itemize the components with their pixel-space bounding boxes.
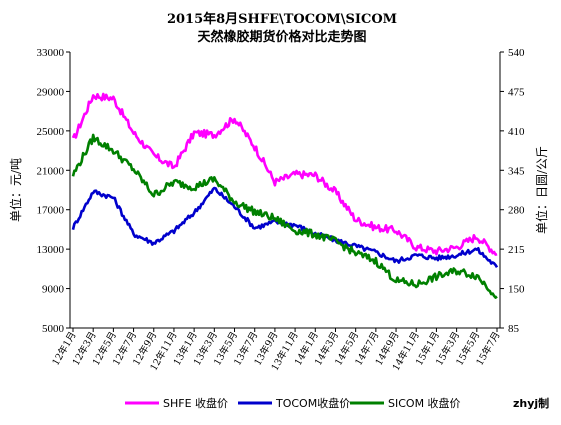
legend-label: SICOM 收盘价 <box>388 396 461 410</box>
left-tick-label: 25000 <box>37 126 65 138</box>
right-tick-label: 85 <box>508 323 520 335</box>
series-line-2 <box>71 133 498 299</box>
right-tick-label: 345 <box>508 165 525 177</box>
left-tick-label: 29000 <box>37 86 65 98</box>
left-tick-label: 5000 <box>42 323 65 335</box>
left-tick-label: 17000 <box>37 205 65 217</box>
left-tick-label: 33000 <box>37 47 65 59</box>
right-tick-label: 540 <box>508 47 525 59</box>
legend: SHFE 收盘价 TOCOM收盘价 SICOM 收盘价 <box>125 396 461 410</box>
right-tick-label: 150 <box>508 284 525 296</box>
left-axis: 5000 9000 13000 17000 21000 25000 29000 33000 <box>37 47 70 335</box>
right-tick-label: 280 <box>508 205 525 217</box>
series-layer <box>71 92 499 299</box>
source-note: zhyj制 <box>513 396 549 410</box>
right-tick-label: 410 <box>508 126 525 138</box>
right-axis: 85 150 215 280 345 410 475 540 <box>500 47 525 335</box>
chart-subtitle: 天然橡胶期货价格对比走势图 <box>197 29 366 45</box>
left-tick-label: 13000 <box>37 244 65 256</box>
y2-axis-label: 单位：日圆/公斤 <box>534 146 549 234</box>
chart-title: 2015年8月SHFE\TOCOM\SICOM <box>167 11 397 27</box>
legend-label: SHFE 收盘价 <box>163 396 228 410</box>
left-tick-label: 21000 <box>37 165 65 177</box>
y-axis-label: 单位：元/吨 <box>8 158 23 222</box>
series-line-0 <box>71 92 498 256</box>
plot-frame <box>69 52 501 329</box>
right-tick-label: 475 <box>508 86 525 98</box>
left-tick-label: 9000 <box>42 284 65 296</box>
right-tick-label: 215 <box>508 244 525 256</box>
x-axis: 12年1月12年3月12年5月12年7月12年9月12年11月13年1月13年3… <box>50 328 503 373</box>
legend-label: TOCOM收盘价 <box>275 396 350 410</box>
